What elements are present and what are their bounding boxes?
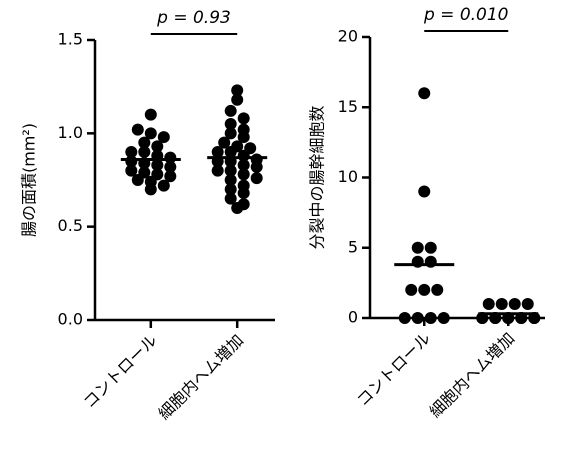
dot — [418, 283, 431, 296]
dot — [411, 312, 424, 324]
y-tick-label: 5 — [348, 237, 358, 256]
dot — [144, 127, 157, 140]
y-tick-label: 10 — [338, 167, 358, 186]
dot — [411, 241, 424, 254]
dot — [125, 146, 138, 158]
dot — [495, 297, 508, 310]
dot — [250, 172, 263, 185]
dot — [398, 312, 411, 324]
dot — [431, 283, 444, 296]
dot — [231, 84, 244, 97]
y-axis-label: 分裂中の腸幹細胞数 — [308, 105, 327, 249]
x-tick-label: コントロール — [353, 329, 434, 410]
y-tick-label: 0.0 — [58, 310, 83, 329]
dot — [224, 183, 237, 196]
dot — [237, 112, 250, 125]
dot — [211, 146, 224, 158]
dot — [144, 108, 157, 121]
dot — [437, 312, 450, 324]
y-axis-label: 腸の面積(mm²) — [20, 123, 39, 237]
dot — [151, 140, 164, 153]
y-tick-label: 1.0 — [58, 123, 83, 142]
y-tick-label: 15 — [338, 97, 358, 116]
dot — [218, 136, 231, 149]
dot — [231, 202, 244, 214]
dot — [418, 185, 431, 198]
dot — [138, 136, 151, 149]
dot — [224, 104, 237, 117]
dot — [157, 131, 170, 144]
dot — [250, 160, 263, 173]
dot — [482, 297, 495, 310]
dot — [231, 93, 244, 106]
dot — [151, 159, 164, 172]
x-tick-label: コントロール — [79, 331, 160, 412]
x-tick-label: 細胞内ヘム増加 — [426, 329, 519, 422]
dot — [157, 179, 170, 192]
dot — [418, 87, 431, 100]
dot — [144, 183, 157, 196]
x-tick-label: 細胞内ヘム増加 — [155, 331, 248, 424]
dot — [211, 164, 224, 177]
dot — [224, 164, 237, 177]
dot — [224, 127, 237, 140]
dot — [237, 187, 250, 200]
dot — [508, 297, 521, 310]
dot — [237, 168, 250, 181]
dot — [237, 159, 250, 172]
dot — [224, 174, 237, 186]
y-tick-label: 0 — [348, 308, 358, 327]
dot — [237, 131, 250, 144]
p-value: p = 0.93 — [156, 8, 231, 28]
p-value: p = 0.010 — [423, 5, 509, 25]
dot — [424, 312, 437, 324]
dot — [521, 297, 534, 310]
dot — [224, 192, 237, 205]
dot — [138, 146, 151, 158]
dot — [405, 283, 418, 296]
dot — [131, 123, 144, 136]
dot — [125, 164, 138, 177]
dot — [224, 146, 237, 158]
dot — [164, 160, 177, 173]
y-tick-label: 20 — [338, 27, 358, 46]
y-tick-label: 0.5 — [58, 216, 83, 235]
dot — [424, 241, 437, 254]
y-tick-label: 1.5 — [58, 30, 83, 49]
dot — [164, 170, 177, 183]
dot — [224, 118, 237, 130]
dot — [131, 174, 144, 186]
